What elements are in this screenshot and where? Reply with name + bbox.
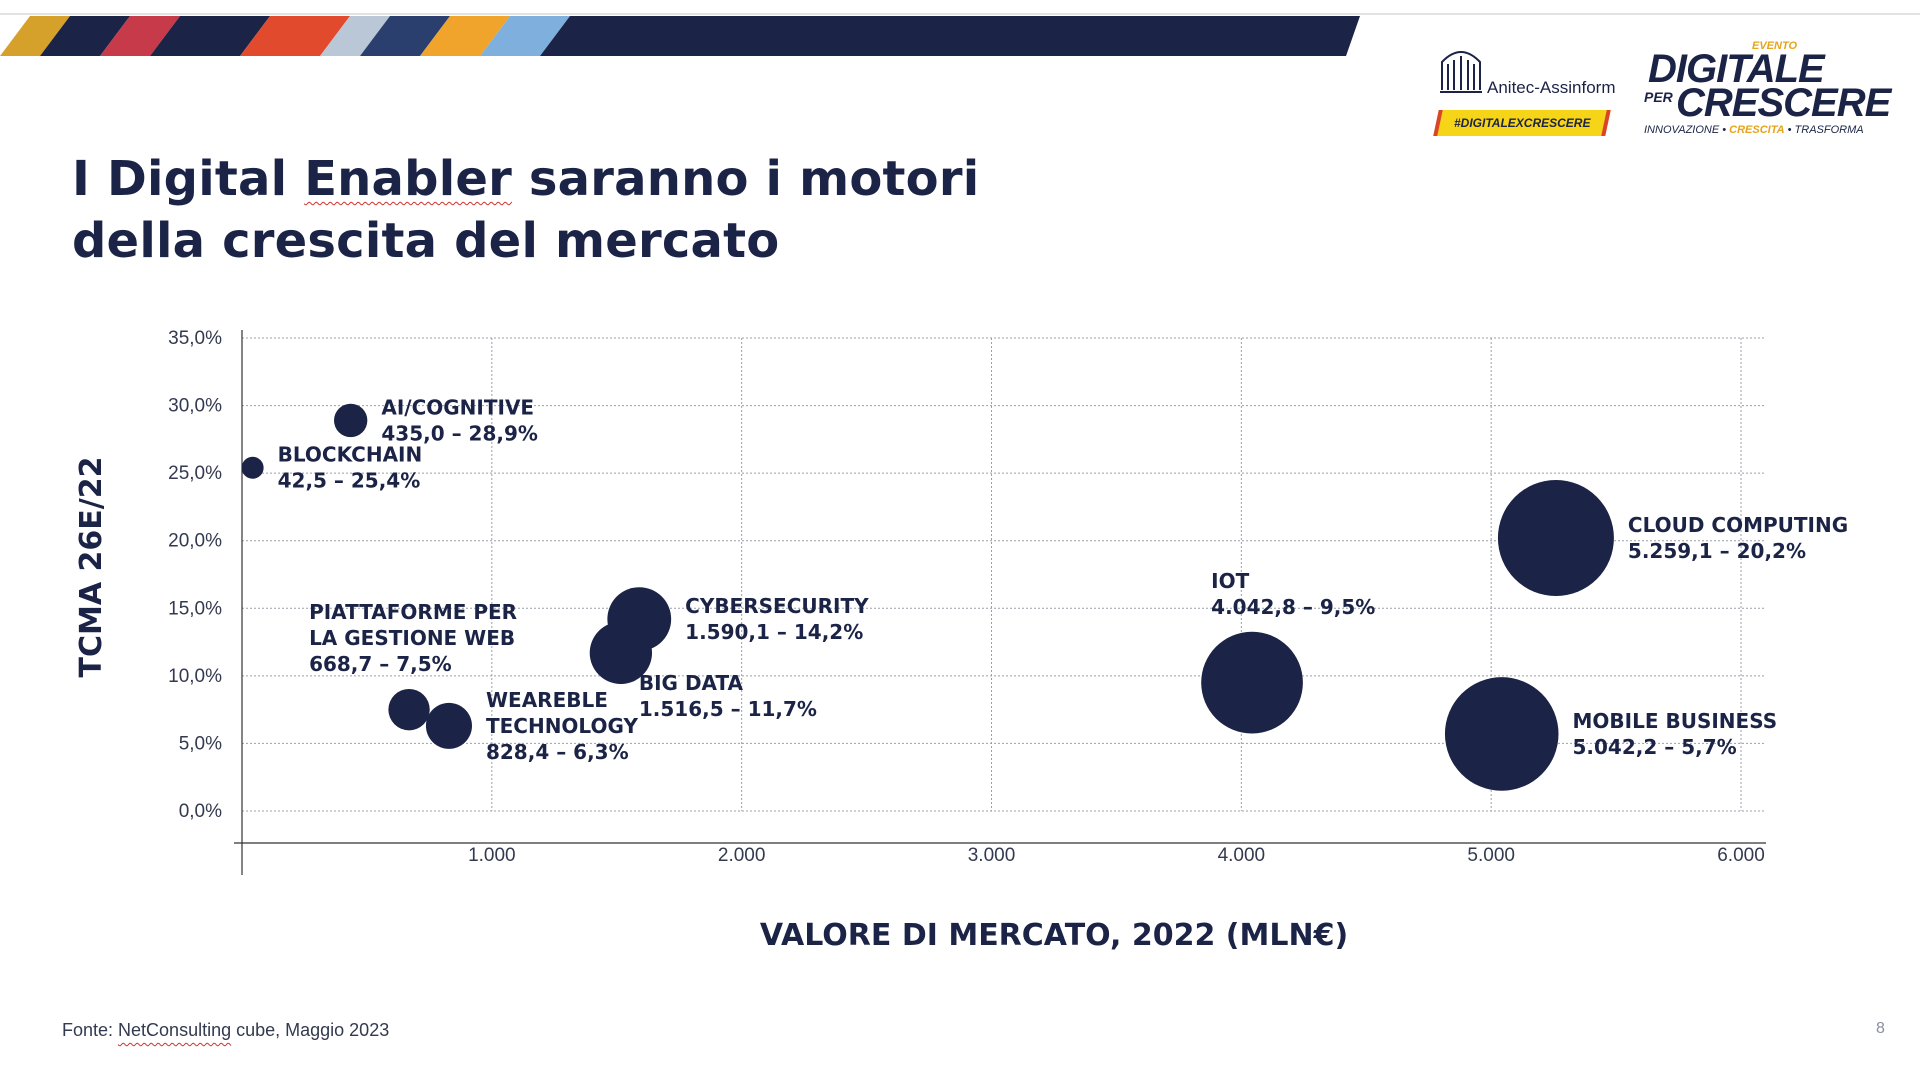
data-label-line: BLOCKCHAIN bbox=[278, 443, 423, 467]
x-axis-title: VALORE DI MERCATO, 2022 (MLN€) bbox=[760, 918, 1348, 953]
data-label-line: PIATTAFORME PER bbox=[309, 600, 517, 624]
banner-stripe bbox=[100, 16, 180, 56]
data-label: BIG DATA 1.516,5 – 11,7% bbox=[639, 671, 817, 721]
bubble-blockchain bbox=[241, 456, 264, 479]
data-label-line: 435,0 – 28,9% bbox=[381, 421, 538, 445]
data-label-line: AI/COGNITIVE bbox=[381, 395, 534, 419]
title-line-2: della crescita del mercato bbox=[72, 213, 780, 269]
title-line-1: I Digital Enabler saranno i motori bbox=[72, 151, 980, 207]
y-axis-title: TCMA 26E/22 bbox=[74, 457, 109, 678]
data-label: MOBILE BUSINESS 5.042,2 – 5,7% bbox=[1573, 709, 1778, 759]
data-label-line: CLOUD COMPUTING bbox=[1628, 513, 1848, 537]
y-tick-label: 25,0% bbox=[168, 463, 222, 484]
data-label-line: MOBILE BUSINESS bbox=[1573, 709, 1778, 733]
y-tick-label: 35,0% bbox=[168, 328, 222, 349]
y-tick-label: 10,0% bbox=[168, 666, 222, 687]
event-per: PER bbox=[1644, 89, 1673, 105]
page-title: I Digital Enabler saranno i motori della… bbox=[72, 148, 979, 272]
source-underlined-word: NetConsulting bbox=[118, 1020, 232, 1040]
x-tick-label: 3.000 bbox=[968, 845, 1016, 866]
data-label-line: 828,4 – 6,3% bbox=[486, 740, 629, 764]
data-label: CLOUD COMPUTING 5.259,1 – 20,2% bbox=[1628, 513, 1848, 563]
y-tick-label: 5,0% bbox=[179, 733, 222, 754]
data-label: IOT 4.042,8 – 9,5% bbox=[1211, 569, 1375, 619]
banner-stripe bbox=[240, 16, 350, 56]
data-label: CYBERSECURITY 1.590,1 – 14,2% bbox=[685, 594, 869, 644]
data-label-line: CYBERSECURITY bbox=[685, 594, 869, 618]
x-tick-label: 5.000 bbox=[1467, 845, 1515, 866]
y-tick-label: 30,0% bbox=[168, 396, 222, 417]
bubble-mobile-business bbox=[1444, 677, 1559, 791]
banner-stripe bbox=[0, 16, 70, 56]
banner-stripe bbox=[540, 16, 1360, 56]
top-divider bbox=[0, 13, 1920, 15]
data-label-line: 42,5 – 25,4% bbox=[278, 469, 421, 493]
data-label: AI/COGNITIVE 435,0 – 28,9% bbox=[381, 395, 538, 445]
confindustria-eagle-icon bbox=[1440, 51, 1482, 93]
anitec-name: Anitec-Assinform bbox=[1487, 78, 1616, 97]
bubble-iot bbox=[1201, 631, 1303, 734]
data-label-line: 668,7 – 7,5% bbox=[309, 652, 452, 676]
data-label-line: 4.042,8 – 9,5% bbox=[1211, 595, 1375, 619]
data-label-line: BIG DATA bbox=[639, 671, 744, 695]
data-label-line: LA GESTIONE WEB bbox=[309, 626, 515, 650]
bubble-cloud-computing bbox=[1497, 480, 1614, 597]
data-label-line: TECHNOLOGY bbox=[486, 714, 638, 738]
banner-stripe bbox=[150, 16, 270, 56]
x-tick-label: 4.000 bbox=[1218, 845, 1266, 866]
data-label-line: 1.516,5 – 11,7% bbox=[639, 697, 817, 721]
source-note: Fonte: NetConsulting cube, Maggio 2023 bbox=[62, 1020, 390, 1040]
y-tick-label: 0,0% bbox=[179, 801, 222, 822]
data-label: BLOCKCHAIN 42,5 – 25,4% bbox=[278, 443, 423, 493]
data-label-line: WEAREBLE bbox=[486, 688, 608, 712]
x-tick-label: 1.000 bbox=[468, 845, 516, 866]
x-tick-label: 2.000 bbox=[718, 845, 766, 866]
data-label: WEAREBLE TECHNOLOGY 828,4 – 6,3% bbox=[486, 688, 638, 764]
y-tick-label: 15,0% bbox=[168, 598, 222, 619]
data-label-line: 5.042,2 – 5,7% bbox=[1573, 735, 1737, 759]
data-label-line: 5.259,1 – 20,2% bbox=[1628, 539, 1806, 563]
event-kicker: EVENTO bbox=[1752, 40, 1798, 52]
bubble-weareble-technology bbox=[425, 702, 472, 749]
y-tick-label: 20,0% bbox=[168, 531, 222, 552]
anitec-assinform-logo: Anitec-Assinform #DIGITALEXCRESCERE bbox=[1432, 44, 1622, 140]
event-tagline: INNOVAZIONE • CRESCITA • TRASFORMA bbox=[1644, 124, 1864, 136]
event-word-1: DIGITALE bbox=[1648, 47, 1825, 91]
data-label-line: 1.590,1 – 14,2% bbox=[685, 620, 863, 644]
bubble-piattaforme-per-la-gestione-web bbox=[388, 688, 430, 731]
event-word-2: CRESCERE bbox=[1676, 81, 1891, 125]
data-label-line: IOT bbox=[1211, 569, 1249, 593]
bubble-ai-cognitive bbox=[333, 403, 368, 438]
decorative-banner bbox=[0, 16, 1360, 56]
x-tick-label: 6.000 bbox=[1717, 845, 1765, 866]
bubble-big-data bbox=[589, 621, 653, 685]
page-number: 8 bbox=[1876, 1020, 1885, 1037]
title-underlined-word: Enabler bbox=[304, 151, 512, 207]
data-label: PIATTAFORME PER LA GESTIONE WEB 668,7 – 7,… bbox=[309, 600, 517, 676]
banner-stripe bbox=[320, 16, 390, 56]
digitale-per-crescere-logo: EVENTO DIGITALE PER CRESCERE INNOVAZIONE… bbox=[1640, 40, 1910, 140]
